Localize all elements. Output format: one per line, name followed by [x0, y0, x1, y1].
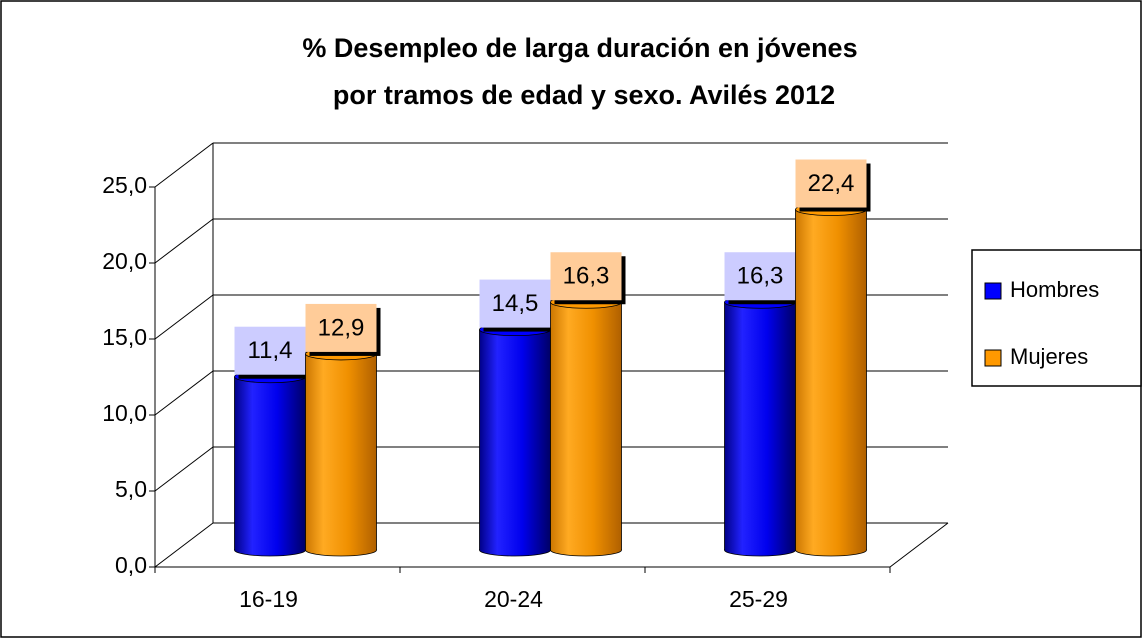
- x-tick-label: 25-29: [729, 586, 788, 612]
- grid-line: [154, 522, 214, 568]
- bar: [795, 209, 867, 550]
- bar: [724, 302, 796, 550]
- label-box: [550, 252, 622, 301]
- floor-edge: [889, 522, 949, 568]
- chart-title: % Desempleo de larga duración en jóvenes: [302, 33, 857, 63]
- bar: [234, 376, 306, 550]
- y-tick-label: 25,0: [102, 172, 147, 198]
- y-tick-label: 10,0: [102, 400, 147, 426]
- y-tick-label: 0,0: [115, 552, 147, 578]
- label-box: [234, 326, 306, 375]
- chart-title: por tramos de edad y sexo. Avilés 2012: [333, 80, 835, 110]
- data-label: 16,3: [563, 263, 610, 290]
- legend-label: Mujeres: [1010, 344, 1088, 369]
- x-tick-label: 16-19: [239, 586, 298, 612]
- y-tick-label: 5,0: [115, 476, 147, 502]
- label-box: [724, 252, 796, 301]
- grid-line: [154, 370, 214, 416]
- grid-line: [154, 142, 214, 188]
- bar: [305, 353, 377, 550]
- data-label: 16,3: [737, 263, 784, 290]
- y-tick-label: 20,0: [102, 248, 147, 274]
- legend-swatch: [984, 282, 1002, 300]
- label-box: [795, 159, 867, 208]
- data-label: 22,4: [808, 170, 855, 197]
- x-tick-label: 20-24: [484, 586, 543, 612]
- y-tick-label: 15,0: [102, 324, 147, 350]
- bar: [550, 302, 622, 550]
- label-box: [305, 303, 377, 352]
- data-label: 11,4: [248, 337, 293, 364]
- legend-swatch: [984, 349, 1002, 367]
- grid-line: [154, 218, 214, 264]
- label-box: [479, 279, 551, 328]
- data-label: 12,9: [318, 314, 365, 341]
- bar: [479, 329, 551, 550]
- data-label: 14,5: [492, 290, 539, 317]
- grid-line: [154, 294, 214, 340]
- legend-label: Hombres: [1010, 277, 1099, 302]
- grid-line: [154, 446, 214, 492]
